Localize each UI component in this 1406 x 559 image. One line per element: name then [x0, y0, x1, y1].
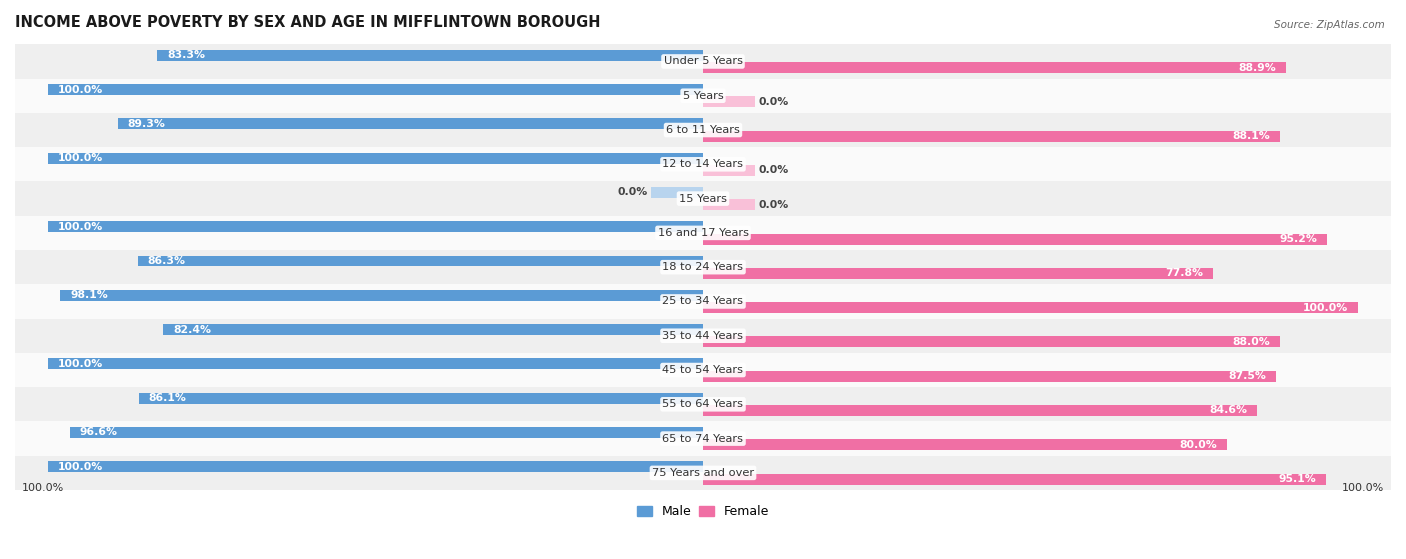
Text: 88.0%: 88.0%	[1232, 337, 1270, 347]
Bar	[703, 302, 1358, 313]
Text: 77.8%: 77.8%	[1166, 268, 1204, 278]
Text: Under 5 Years: Under 5 Years	[664, 56, 742, 67]
Text: 16 and 17 Years: 16 and 17 Years	[658, 228, 748, 238]
Text: 98.1%: 98.1%	[70, 290, 108, 300]
Bar	[703, 97, 755, 107]
Text: INCOME ABOVE POVERTY BY SEX AND AGE IN MIFFLINTOWN BOROUGH: INCOME ABOVE POVERTY BY SEX AND AGE IN M…	[15, 15, 600, 30]
Text: Source: ZipAtlas.com: Source: ZipAtlas.com	[1274, 20, 1385, 30]
Bar	[15, 147, 1391, 182]
Bar	[15, 319, 1391, 353]
Text: 96.6%: 96.6%	[80, 428, 118, 438]
Text: 100.0%: 100.0%	[58, 359, 103, 369]
Text: 45 to 54 Years: 45 to 54 Years	[662, 365, 744, 375]
Bar	[15, 79, 1391, 113]
Bar	[15, 216, 1391, 250]
Bar	[703, 268, 1213, 279]
Text: 5 Years: 5 Years	[683, 91, 723, 101]
Bar	[15, 250, 1391, 285]
Bar	[15, 182, 1391, 216]
Bar	[15, 44, 1391, 79]
Text: 100.0%: 100.0%	[21, 483, 63, 493]
Bar	[703, 62, 1285, 73]
Text: 88.9%: 88.9%	[1237, 63, 1275, 73]
Text: 100.0%: 100.0%	[1303, 302, 1348, 312]
Text: 25 to 34 Years: 25 to 34 Years	[662, 296, 744, 306]
Text: 12 to 14 Years: 12 to 14 Years	[662, 159, 744, 169]
Text: 100.0%: 100.0%	[1343, 483, 1385, 493]
Bar	[157, 50, 703, 61]
Bar	[703, 200, 755, 210]
Bar	[15, 387, 1391, 421]
Text: 87.5%: 87.5%	[1229, 371, 1267, 381]
Bar	[15, 285, 1391, 319]
Bar	[703, 131, 1281, 141]
Bar	[703, 234, 1327, 244]
Bar	[48, 84, 703, 95]
Text: 100.0%: 100.0%	[58, 84, 103, 94]
Legend: Male, Female: Male, Female	[631, 500, 775, 523]
Text: 6 to 11 Years: 6 to 11 Years	[666, 125, 740, 135]
Text: 65 to 74 Years: 65 to 74 Years	[662, 434, 744, 444]
Text: 100.0%: 100.0%	[58, 222, 103, 232]
Bar	[139, 392, 703, 404]
Text: 100.0%: 100.0%	[58, 462, 103, 472]
Text: 0.0%: 0.0%	[617, 187, 647, 197]
Text: 15 Years: 15 Years	[679, 193, 727, 203]
Text: 95.2%: 95.2%	[1279, 234, 1317, 244]
Text: 83.3%: 83.3%	[167, 50, 205, 60]
Text: 75 Years and over: 75 Years and over	[652, 468, 754, 478]
Text: 88.1%: 88.1%	[1233, 131, 1271, 141]
Text: 55 to 64 Years: 55 to 64 Years	[662, 399, 744, 409]
Bar	[703, 371, 1277, 382]
Bar	[48, 358, 703, 369]
Bar	[48, 221, 703, 232]
Bar	[703, 337, 1279, 347]
Text: 80.0%: 80.0%	[1180, 440, 1218, 450]
Bar	[138, 255, 703, 267]
Text: 35 to 44 Years: 35 to 44 Years	[662, 331, 744, 341]
Text: 95.1%: 95.1%	[1278, 474, 1316, 484]
Bar	[703, 165, 755, 176]
Bar	[60, 290, 703, 301]
Text: 82.4%: 82.4%	[173, 325, 211, 335]
Text: 0.0%: 0.0%	[759, 97, 789, 107]
Bar	[118, 119, 703, 129]
Bar	[48, 461, 703, 472]
Text: 86.1%: 86.1%	[149, 393, 187, 403]
Text: 0.0%: 0.0%	[759, 200, 789, 210]
Text: 100.0%: 100.0%	[58, 153, 103, 163]
Bar	[15, 456, 1391, 490]
Bar	[703, 473, 1326, 485]
Text: 84.6%: 84.6%	[1209, 405, 1247, 415]
Bar	[15, 353, 1391, 387]
Bar	[15, 113, 1391, 147]
Bar	[703, 439, 1227, 450]
Bar	[163, 324, 703, 335]
Bar	[70, 427, 703, 438]
Bar	[15, 421, 1391, 456]
Bar	[48, 153, 703, 164]
Text: 89.3%: 89.3%	[128, 119, 166, 129]
Text: 18 to 24 Years: 18 to 24 Years	[662, 262, 744, 272]
Text: 0.0%: 0.0%	[759, 165, 789, 176]
Bar	[703, 405, 1257, 416]
Bar	[651, 187, 703, 198]
Text: 86.3%: 86.3%	[148, 256, 186, 266]
